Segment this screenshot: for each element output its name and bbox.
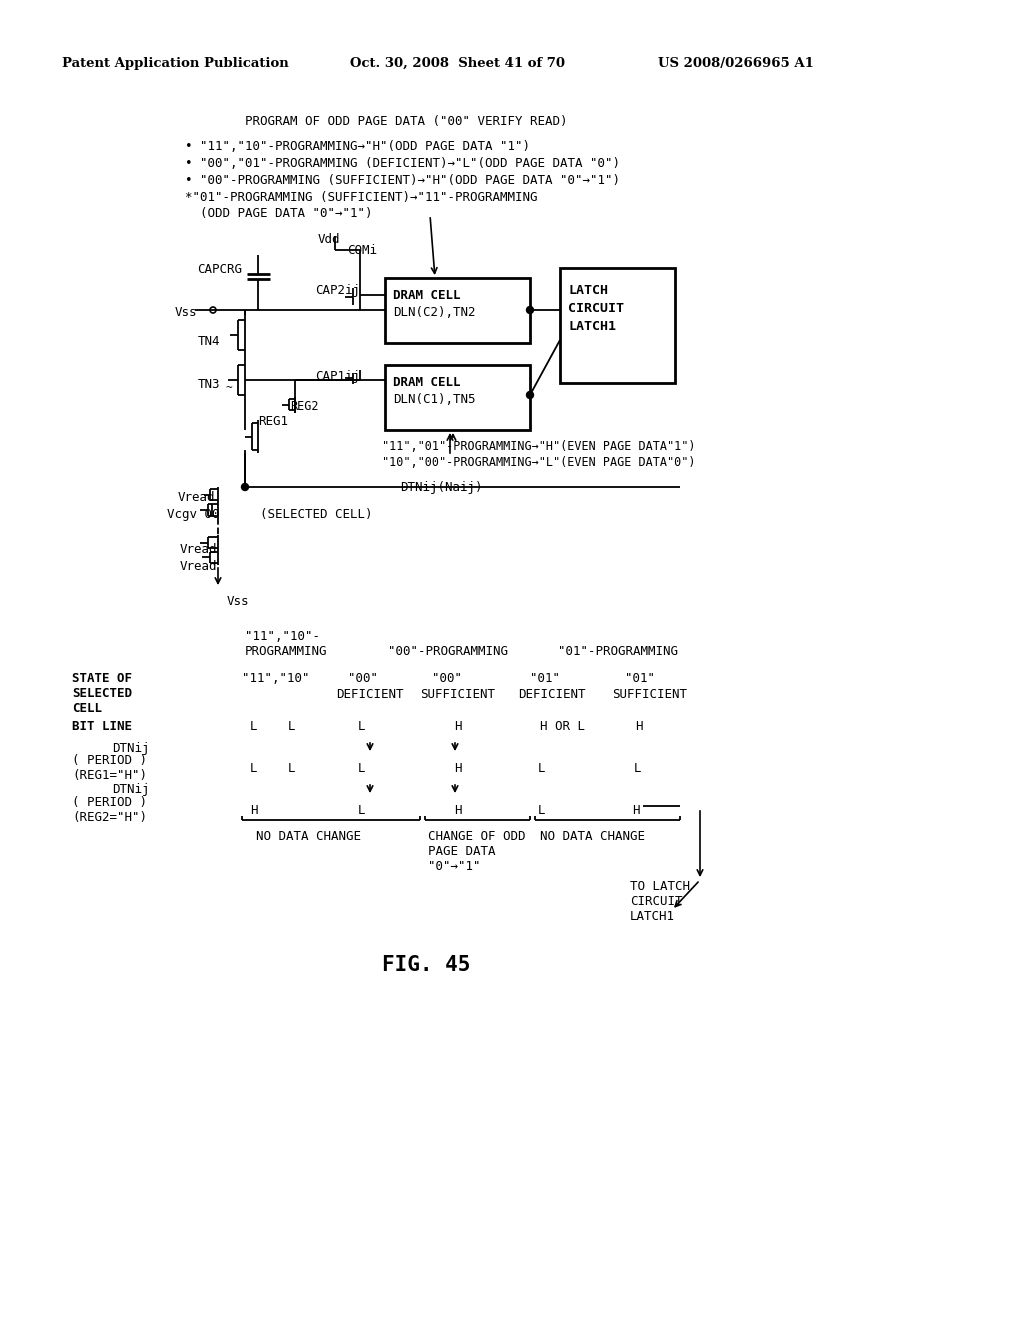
Text: • "11","10"-PROGRAMMING→"H"(ODD PAGE DATA "1"): • "11","10"-PROGRAMMING→"H"(ODD PAGE DAT… [185, 140, 530, 153]
Text: L: L [288, 762, 296, 775]
Text: TN3: TN3 [198, 378, 220, 391]
Text: DLN(C2),TN2: DLN(C2),TN2 [393, 306, 475, 319]
Text: REG2: REG2 [290, 400, 318, 413]
Text: L: L [538, 804, 546, 817]
Text: Vread: Vread [178, 491, 215, 504]
Text: L: L [288, 719, 296, 733]
Text: L: L [250, 762, 257, 775]
Text: Vss: Vss [227, 595, 250, 609]
Text: Vss: Vss [175, 306, 198, 319]
Text: Vcgv 00: Vcgv 00 [167, 508, 219, 521]
Text: SUFFICIENT: SUFFICIENT [612, 688, 687, 701]
Text: SUFFICIENT: SUFFICIENT [420, 688, 495, 701]
Text: "11","01"-PROGRAMMING→"H"(EVEN PAGE DATA"1"): "11","01"-PROGRAMMING→"H"(EVEN PAGE DATA… [382, 440, 695, 453]
Text: "0"→"1": "0"→"1" [428, 861, 480, 873]
Text: CAP2ij: CAP2ij [315, 284, 360, 297]
Text: DTNij(Naij): DTNij(Naij) [400, 480, 482, 494]
Text: "11","10"-: "11","10"- [245, 630, 319, 643]
Text: ( PERIOD ): ( PERIOD ) [72, 796, 147, 809]
Text: COMi: COMi [347, 244, 377, 257]
Text: DRAM CELL: DRAM CELL [393, 376, 461, 389]
Text: (ODD PAGE DATA "0"→"1"): (ODD PAGE DATA "0"→"1") [200, 207, 373, 220]
Text: DLN(C1),TN5: DLN(C1),TN5 [393, 393, 475, 407]
Text: H: H [454, 719, 462, 733]
Text: (REG2="H"): (REG2="H") [72, 810, 147, 824]
Text: H: H [635, 719, 642, 733]
Text: BIT LINE: BIT LINE [72, 719, 132, 733]
Text: L: L [358, 804, 366, 817]
Text: "00": "00" [432, 672, 462, 685]
Text: Vread: Vread [180, 560, 217, 573]
Text: Patent Application Publication: Patent Application Publication [62, 57, 289, 70]
Text: • "00","01"-PROGRAMMING (DEFICIENT)→"L"(ODD PAGE DATA "0"): • "00","01"-PROGRAMMING (DEFICIENT)→"L"(… [185, 157, 620, 170]
Circle shape [526, 306, 534, 314]
Text: FIG. 45: FIG. 45 [382, 954, 470, 975]
Text: DRAM CELL: DRAM CELL [393, 289, 461, 302]
Text: PROGRAMMING: PROGRAMMING [245, 645, 328, 657]
Text: ~: ~ [225, 383, 231, 393]
Text: *"01"-PROGRAMMING (SUFFICIENT)→"11"-PROGRAMMING: *"01"-PROGRAMMING (SUFFICIENT)→"11"-PROG… [185, 191, 538, 205]
Text: US 2008/0266965 A1: US 2008/0266965 A1 [658, 57, 814, 70]
Text: LATCH1: LATCH1 [568, 319, 616, 333]
Text: LATCH1: LATCH1 [630, 909, 675, 923]
Text: CAP1ij: CAP1ij [315, 370, 360, 383]
Text: TO LATCH: TO LATCH [630, 880, 690, 894]
Circle shape [242, 483, 249, 491]
Text: PAGE DATA: PAGE DATA [428, 845, 496, 858]
Text: CELL: CELL [72, 702, 102, 715]
Text: "01": "01" [625, 672, 655, 685]
Text: Oct. 30, 2008  Sheet 41 of 70: Oct. 30, 2008 Sheet 41 of 70 [350, 57, 565, 70]
Text: REG1: REG1 [258, 414, 288, 428]
Text: SELECTED: SELECTED [72, 686, 132, 700]
Text: "00": "00" [348, 672, 378, 685]
Text: L: L [634, 762, 641, 775]
Text: CHANGE OF ODD: CHANGE OF ODD [428, 830, 525, 843]
Text: H: H [632, 804, 640, 817]
Text: Vread: Vread [180, 543, 217, 556]
Text: (SELECTED CELL): (SELECTED CELL) [260, 508, 373, 521]
Text: NO DATA CHANGE: NO DATA CHANGE [540, 830, 645, 843]
Text: CAPCRG: CAPCRG [197, 263, 242, 276]
Bar [385, 366, 530, 430]
Bar [385, 279, 530, 343]
Text: CIRCUIT: CIRCUIT [630, 895, 683, 908]
Text: L: L [538, 762, 546, 775]
Text: "00"-PROGRAMMING: "00"-PROGRAMMING [388, 645, 508, 657]
Text: "11","10": "11","10" [242, 672, 309, 685]
Text: TN4: TN4 [198, 335, 220, 348]
Text: PROGRAM OF ODD PAGE DATA ("00" VERIFY READ): PROGRAM OF ODD PAGE DATA ("00" VERIFY RE… [245, 115, 567, 128]
Bar [560, 268, 675, 383]
Circle shape [526, 392, 534, 399]
Text: H: H [454, 762, 462, 775]
Text: Vdd: Vdd [318, 234, 341, 246]
Text: L: L [358, 762, 366, 775]
Text: (REG1="H"): (REG1="H") [72, 770, 147, 781]
Text: H: H [250, 804, 257, 817]
Text: NO DATA CHANGE: NO DATA CHANGE [256, 830, 361, 843]
Text: DEFICIENT: DEFICIENT [336, 688, 403, 701]
Text: "01"-PROGRAMMING: "01"-PROGRAMMING [558, 645, 678, 657]
Text: DTNij: DTNij [112, 742, 150, 755]
Text: H OR L: H OR L [540, 719, 585, 733]
Text: • "00"-PROGRAMMING (SUFFICIENT)→"H"(ODD PAGE DATA "0"→"1"): • "00"-PROGRAMMING (SUFFICIENT)→"H"(ODD … [185, 174, 620, 187]
Text: "10","00"-PROGRAMMING→"L"(EVEN PAGE DATA"0"): "10","00"-PROGRAMMING→"L"(EVEN PAGE DATA… [382, 455, 695, 469]
Text: DTNij: DTNij [112, 783, 150, 796]
Text: DEFICIENT: DEFICIENT [518, 688, 586, 701]
Text: L: L [358, 719, 366, 733]
Text: LATCH: LATCH [568, 284, 608, 297]
Text: ( PERIOD ): ( PERIOD ) [72, 754, 147, 767]
Text: L: L [250, 719, 257, 733]
Text: "01": "01" [530, 672, 560, 685]
Text: STATE OF: STATE OF [72, 672, 132, 685]
Text: CIRCUIT: CIRCUIT [568, 302, 624, 315]
Text: H: H [454, 804, 462, 817]
